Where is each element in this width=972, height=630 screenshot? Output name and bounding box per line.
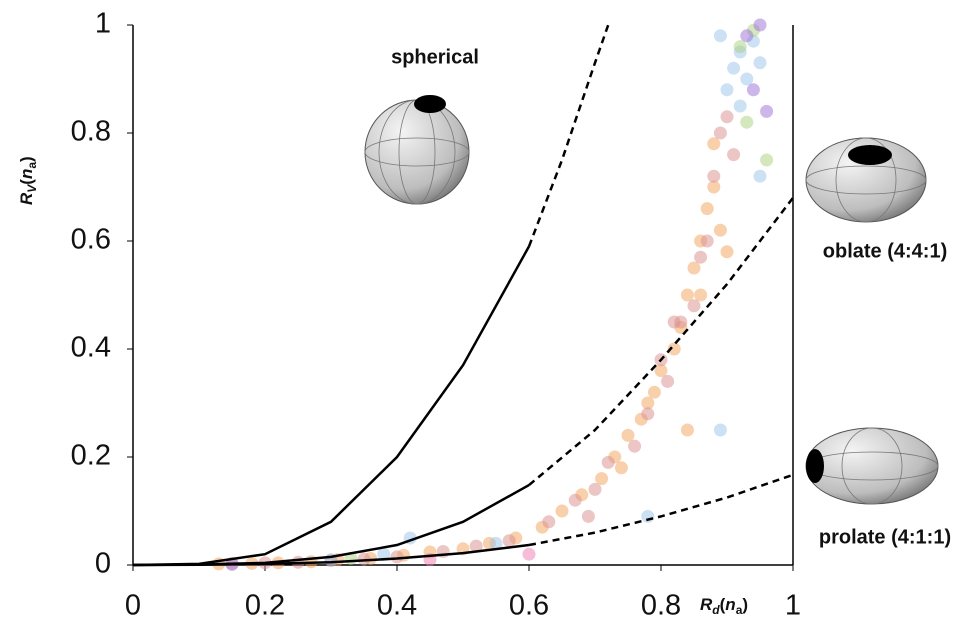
y-tick-label: 1 (95, 8, 111, 40)
point (740, 115, 754, 129)
point (489, 536, 503, 550)
point (667, 342, 681, 356)
annotation: oblate (4:4:1) (823, 240, 947, 262)
point (733, 40, 747, 54)
label-part: ) (17, 156, 36, 162)
point (713, 29, 727, 43)
point (621, 428, 635, 442)
point (746, 83, 760, 97)
point (614, 461, 628, 475)
y-tick-label: 0.2 (71, 440, 111, 472)
curve (528, 473, 794, 547)
point (680, 288, 694, 302)
label-part: a (25, 162, 39, 169)
curve (527, 24, 610, 247)
label-part: ) (742, 595, 748, 614)
point (568, 493, 582, 507)
curve (132, 543, 530, 567)
point (661, 374, 675, 388)
point (727, 148, 741, 162)
point (469, 539, 483, 553)
point (357, 552, 371, 566)
point (740, 29, 754, 43)
point (502, 534, 516, 548)
point (753, 169, 767, 183)
point (707, 137, 721, 151)
point (641, 509, 655, 523)
point (667, 315, 681, 329)
point (694, 288, 708, 302)
point (740, 72, 754, 86)
point (581, 509, 595, 523)
point (713, 223, 727, 237)
point (760, 104, 774, 118)
point (390, 550, 404, 564)
x-tick-label: 1 (785, 590, 801, 622)
point (700, 234, 714, 248)
y-axis-label: RV(na) (17, 156, 39, 205)
x-tick-label: 0.8 (641, 590, 681, 622)
point (707, 169, 721, 183)
point (760, 153, 774, 167)
point (647, 385, 661, 399)
point (687, 299, 701, 313)
point (542, 515, 556, 529)
label-part: n (725, 595, 735, 614)
prolate-shape (805, 427, 939, 505)
oblate-shape (805, 137, 927, 223)
point (641, 396, 655, 410)
label-part: a (736, 603, 743, 617)
annotation: spherical (391, 46, 479, 68)
point (628, 439, 642, 453)
label-part: R (17, 192, 36, 205)
x-tick-label: 0.4 (377, 590, 417, 622)
point (713, 423, 727, 437)
x-tick-label: 0.2 (245, 590, 285, 622)
y-tick-label: 0 (95, 548, 111, 580)
spherical-shape (364, 95, 470, 205)
label-part: n (17, 169, 36, 179)
point (720, 245, 734, 259)
point (720, 83, 734, 97)
label-part: R (700, 595, 713, 614)
label-part: V (25, 184, 39, 193)
y-tick-label: 0.4 (71, 332, 111, 364)
point (588, 482, 602, 496)
point (727, 61, 741, 75)
point (753, 56, 767, 70)
x-axis-label: Rd(na) (700, 595, 748, 617)
curve (528, 197, 794, 487)
annotation: prolate (4:1:1) (819, 526, 951, 548)
y-tick-label: 0.6 (71, 224, 111, 256)
point (641, 407, 655, 421)
label-part: ( (720, 595, 726, 614)
point (700, 202, 714, 216)
point (694, 250, 708, 264)
point (595, 472, 609, 486)
label-part: ( (17, 179, 36, 185)
point (753, 18, 767, 32)
point (733, 99, 747, 113)
point (713, 126, 727, 140)
label-part: d (712, 603, 720, 617)
point (687, 261, 701, 275)
y-tick-label: 0.8 (71, 116, 111, 148)
point (720, 110, 734, 124)
point (654, 364, 668, 378)
x-tick-label: 0 (125, 590, 141, 622)
point (377, 547, 391, 561)
point (707, 180, 721, 194)
x-tick-label: 0.6 (509, 590, 549, 622)
point (522, 547, 536, 561)
point (680, 423, 694, 437)
point (601, 455, 615, 469)
point (555, 504, 569, 518)
